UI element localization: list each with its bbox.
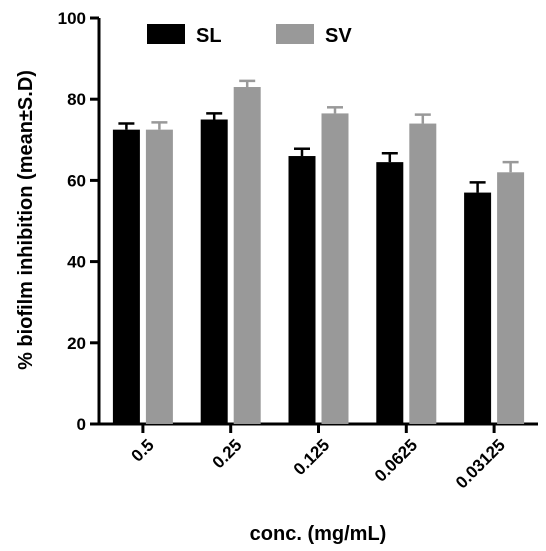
legend-label-sv: SV: [325, 25, 352, 47]
x-tick-label: 0.03125: [452, 435, 509, 492]
bar-sv-1: [233, 87, 261, 425]
y-tick-label: 20: [67, 334, 86, 353]
y-tick-label: 100: [58, 9, 86, 28]
bar-sl-2: [288, 156, 316, 425]
bars: [112, 79, 525, 425]
y-tick-label: 40: [67, 253, 86, 272]
y-axis-label: % biofilm inhibition (mean±S.D): [15, 70, 37, 370]
bar-sl-1: [200, 119, 228, 424]
bar-sv-0: [145, 129, 173, 424]
bar-sv-2: [321, 113, 349, 424]
x-tick-label: 0.125: [290, 435, 334, 479]
y-tick-label: 0: [77, 415, 86, 434]
x-tick-label: 0.25: [209, 435, 246, 472]
bar-sl-3: [376, 162, 404, 424]
bar-sv-4: [497, 172, 525, 424]
legend-label-sl: SL: [196, 25, 222, 47]
bar-sl-4: [464, 192, 492, 424]
y-tick-label: 80: [67, 90, 86, 109]
bar-sl-0: [112, 129, 140, 424]
legend-swatch-sv: [276, 24, 314, 44]
x-tick-label: 0.0625: [371, 435, 421, 485]
bar-sv-3: [409, 123, 437, 424]
x-tick-label: 0.5: [128, 435, 158, 465]
legend: SL SV: [147, 24, 352, 47]
legend-swatch-sl: [147, 24, 185, 44]
x-axis-label: conc. (mg/mL): [250, 523, 387, 545]
y-tick-label: 60: [67, 171, 86, 190]
